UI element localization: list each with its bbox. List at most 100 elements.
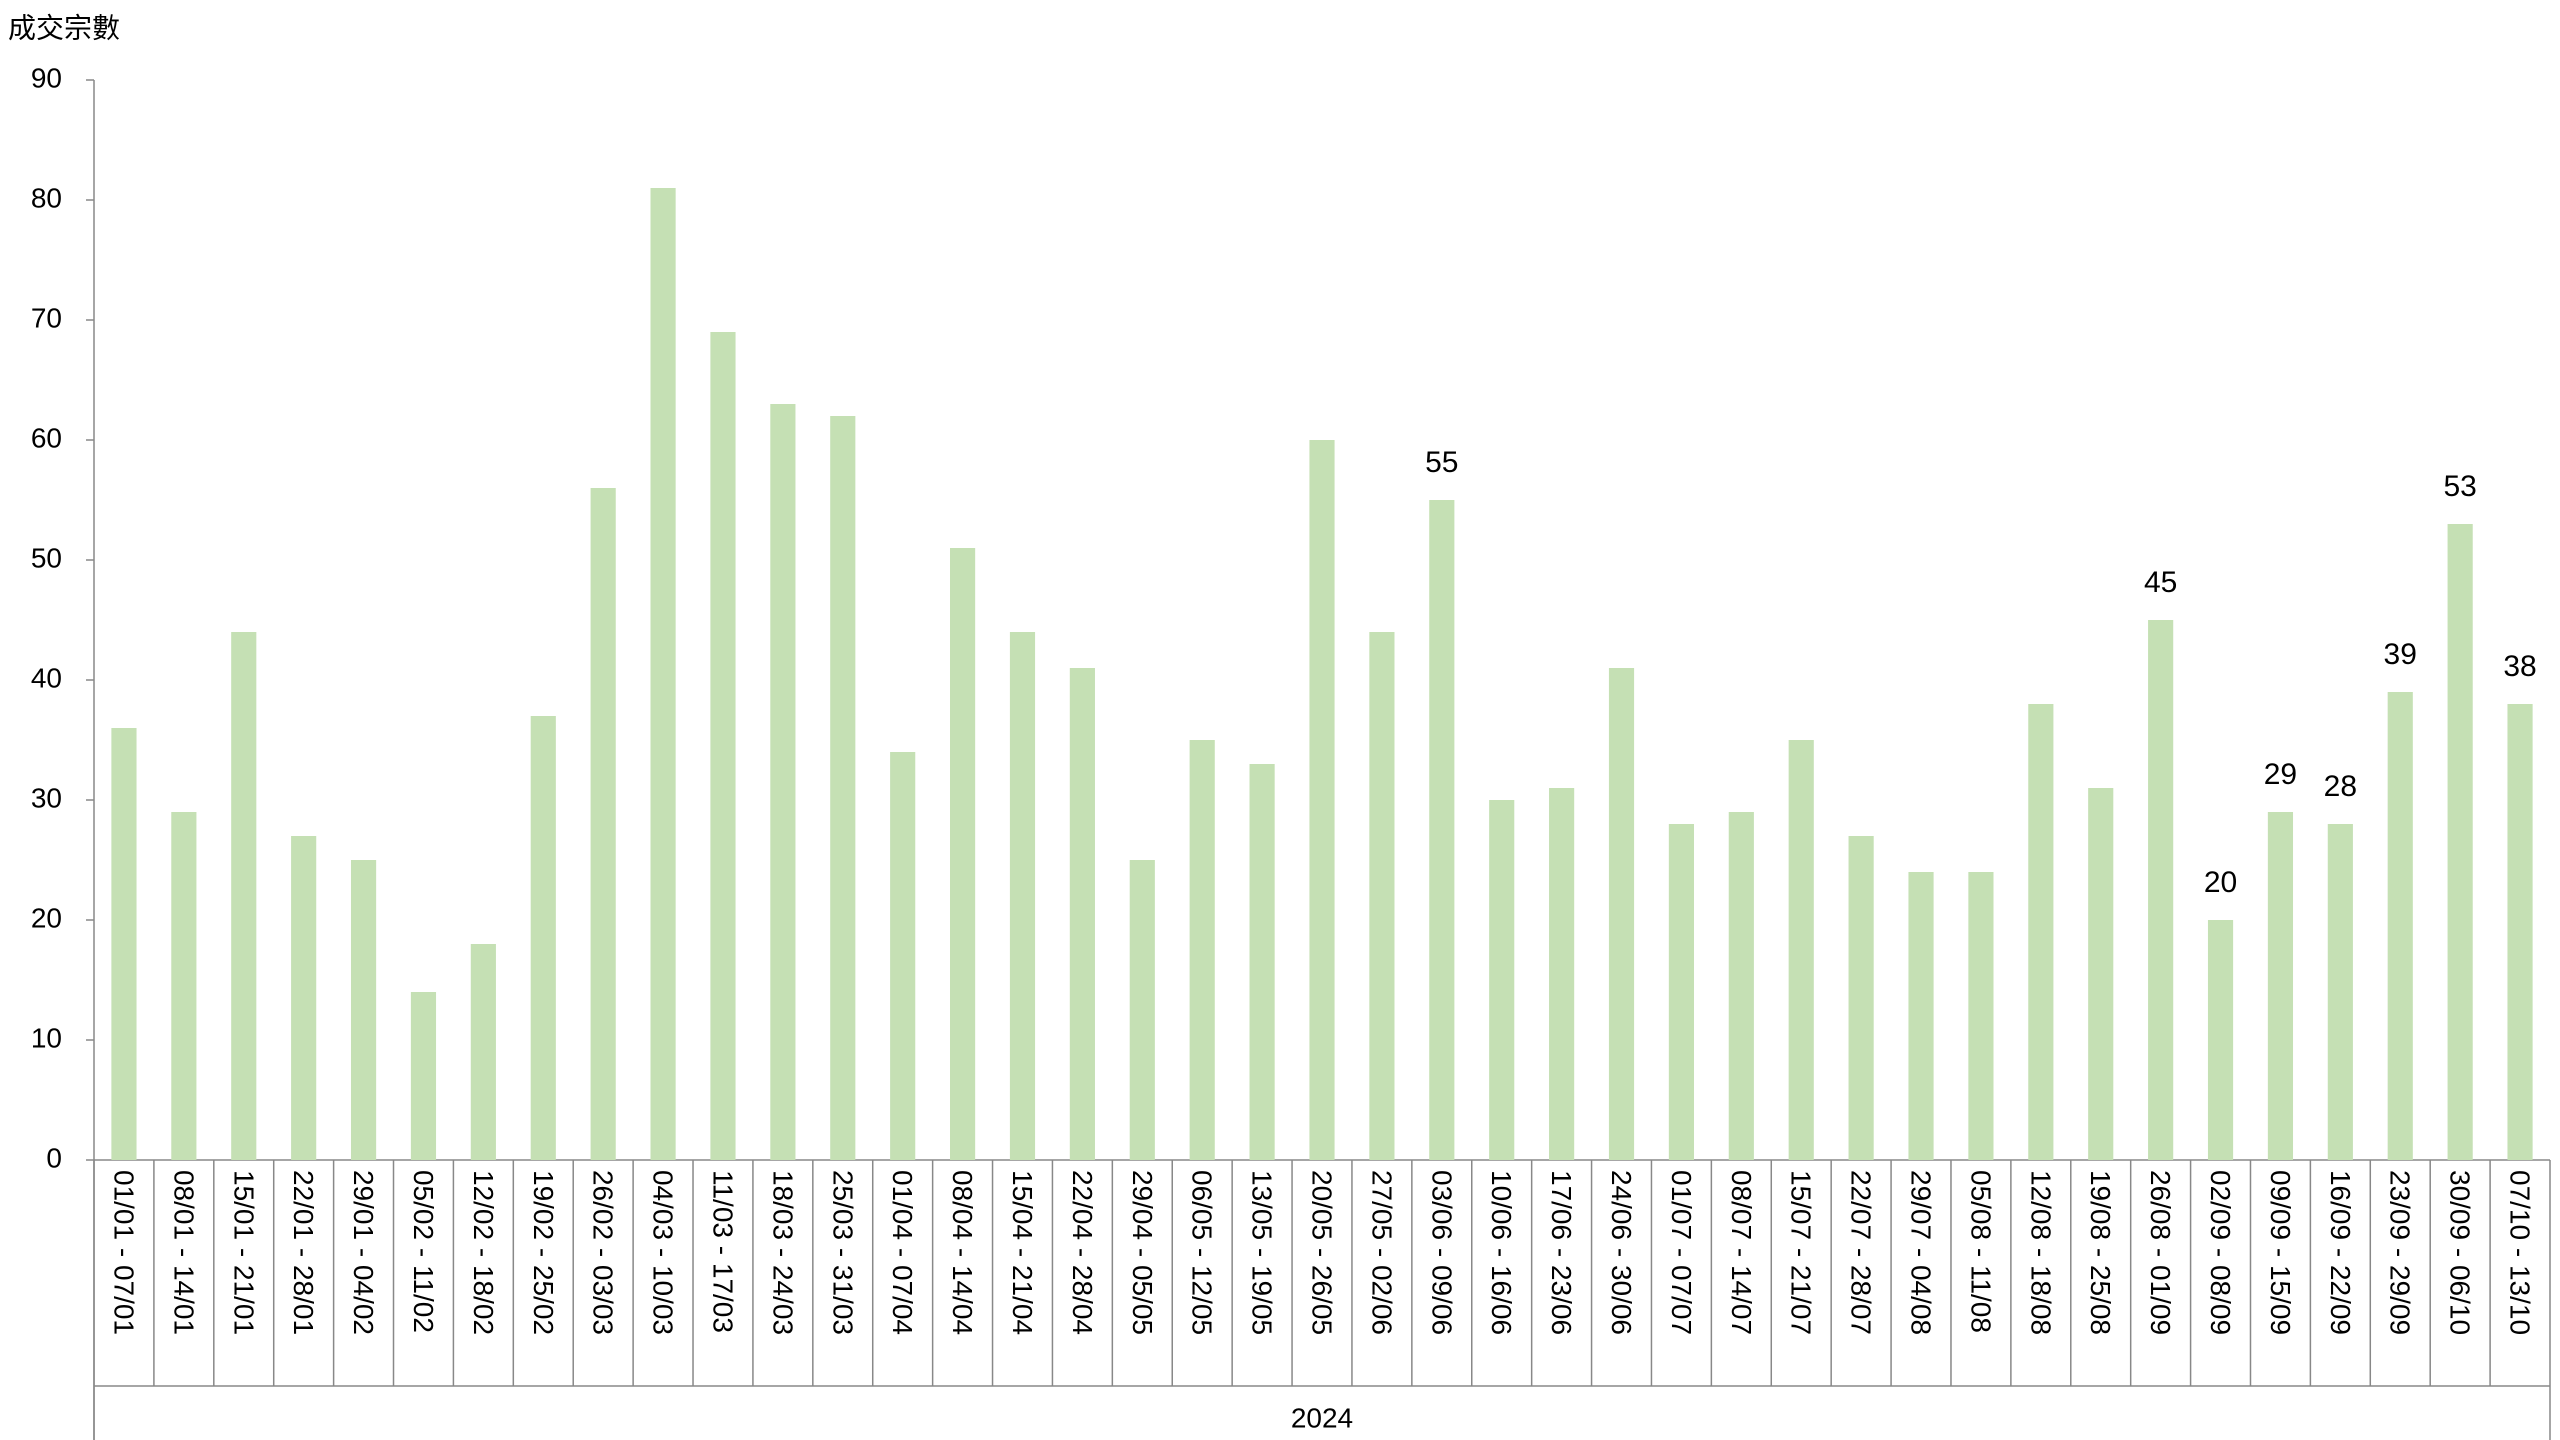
bar [2207, 920, 2234, 1160]
bar [1009, 632, 1036, 1160]
y-tick-label: 0 [46, 1142, 62, 1173]
bar [650, 188, 676, 1160]
bar [1608, 668, 1635, 1160]
bar [1668, 824, 1694, 1160]
y-tick-label: 60 [31, 422, 62, 453]
bar [410, 992, 437, 1160]
x-tick-label: 22/07 - 28/07 [1846, 1170, 1877, 1335]
x-tick-label: 08/07 - 14/07 [1726, 1170, 1757, 1335]
y-tick-label: 50 [31, 542, 62, 573]
bar [530, 716, 556, 1160]
y-tick-label: 70 [31, 302, 62, 333]
x-tick-label: 15/04 - 21/04 [1007, 1170, 1038, 1335]
bar [590, 488, 616, 1160]
x-tick-label: 07/10 - 13/10 [2505, 1170, 2536, 1335]
data-label: 28 [2324, 770, 2357, 803]
bar [1309, 440, 1335, 1160]
bar [2028, 704, 2054, 1160]
data-label: 38 [2503, 650, 2536, 683]
y-tick-label: 80 [31, 182, 62, 213]
x-tick-label: 20/05 - 26/05 [1307, 1170, 1338, 1335]
bar [1369, 632, 1395, 1160]
bar [291, 836, 317, 1160]
bar [2387, 692, 2413, 1160]
bar [2327, 824, 2353, 1160]
data-label: 45 [2144, 566, 2177, 599]
y-tick-label: 30 [31, 782, 62, 813]
y-tick-label: 10 [31, 1022, 62, 1053]
bar [1788, 740, 1814, 1160]
x-tick-label: 22/01 - 28/01 [288, 1170, 319, 1335]
x-tick-label: 01/07 - 07/07 [1666, 1170, 1697, 1335]
x-tick-label: 16/09 - 22/09 [2325, 1170, 2356, 1335]
bar [231, 632, 257, 1160]
bar [1728, 812, 1754, 1160]
x-tick-label: 15/07 - 21/07 [1786, 1170, 1817, 1335]
bar [2267, 812, 2294, 1160]
bar [2447, 524, 2473, 1160]
x-tick-label: 29/01 - 04/02 [348, 1170, 379, 1335]
x-tick-label: 29/04 - 05/05 [1127, 1170, 1158, 1335]
x-tick-label: 17/06 - 23/06 [1546, 1170, 1577, 1335]
bar [1189, 740, 1215, 1160]
x-tick-label: 29/07 - 04/08 [1906, 1170, 1937, 1335]
x-tick-label: 19/02 - 25/02 [528, 1170, 559, 1335]
bar [1549, 788, 1575, 1160]
bar [350, 860, 377, 1160]
group-label: 2024 [1291, 1402, 1353, 1433]
bar [1249, 764, 1275, 1160]
bar [470, 944, 496, 1160]
x-tick-label: 12/02 - 18/02 [468, 1170, 499, 1335]
x-tick-label: 26/02 - 03/03 [588, 1170, 619, 1335]
bar [1848, 836, 1874, 1160]
x-tick-label: 05/02 - 11/02 [408, 1170, 439, 1333]
x-tick-label: 27/05 - 02/06 [1366, 1170, 1397, 1335]
x-tick-label: 03/06 - 09/06 [1426, 1170, 1457, 1335]
bar [710, 332, 736, 1160]
bar [2148, 620, 2174, 1160]
bar [770, 404, 796, 1160]
x-tick-label: 01/01 - 07/01 [108, 1170, 139, 1335]
bar [830, 416, 856, 1160]
data-label: 39 [2384, 638, 2417, 671]
data-label: 53 [2443, 470, 2476, 503]
x-tick-label: 10/06 - 16/06 [1486, 1170, 1517, 1335]
bar [1489, 800, 1515, 1160]
bar [171, 812, 197, 1160]
x-tick-label: 30/09 - 06/10 [2445, 1170, 2476, 1335]
y-tick-label: 40 [31, 662, 62, 693]
bar [1908, 872, 1934, 1160]
x-tick-label: 08/04 - 14/04 [947, 1170, 978, 1335]
x-tick-label: 26/08 - 01/09 [2145, 1170, 2176, 1335]
x-tick-label: 04/03 - 10/03 [648, 1170, 679, 1335]
x-tick-label: 18/03 - 24/03 [767, 1170, 798, 1335]
x-tick-label: 22/04 - 28/04 [1067, 1170, 1098, 1335]
data-label: 20 [2204, 866, 2237, 899]
bar [2507, 704, 2533, 1160]
x-tick-label: 02/09 - 08/09 [2205, 1170, 2236, 1335]
x-tick-label: 06/05 - 12/05 [1187, 1170, 1218, 1335]
bar [1069, 668, 1095, 1160]
x-tick-label: 23/09 - 29/09 [2385, 1170, 2416, 1335]
x-tick-label: 09/09 - 15/09 [2265, 1170, 2296, 1335]
y-tick-label: 90 [31, 62, 62, 93]
bar [1129, 860, 1155, 1160]
x-tick-label: 08/01 - 14/01 [168, 1170, 199, 1335]
bar [950, 548, 976, 1160]
x-tick-label: 15/01 - 21/01 [228, 1170, 259, 1335]
bar [111, 728, 137, 1160]
x-tick-label: 01/04 - 07/04 [887, 1170, 918, 1335]
x-tick-label: 12/08 - 18/08 [2025, 1170, 2056, 1335]
bar [2088, 788, 2114, 1160]
y-axis-label: 成交宗數 [8, 12, 120, 43]
y-tick-label: 20 [31, 902, 62, 933]
x-tick-label: 25/03 - 31/03 [827, 1170, 858, 1335]
data-label: 29 [2264, 758, 2297, 791]
x-tick-label: 19/08 - 25/08 [2085, 1170, 2116, 1335]
x-tick-label: 11/03 - 17/03 [707, 1170, 738, 1333]
x-tick-label: 13/05 - 19/05 [1247, 1170, 1278, 1335]
bar [1429, 500, 1455, 1160]
bar [890, 752, 916, 1160]
x-tick-label: 05/08 - 11/08 [1965, 1170, 1996, 1333]
